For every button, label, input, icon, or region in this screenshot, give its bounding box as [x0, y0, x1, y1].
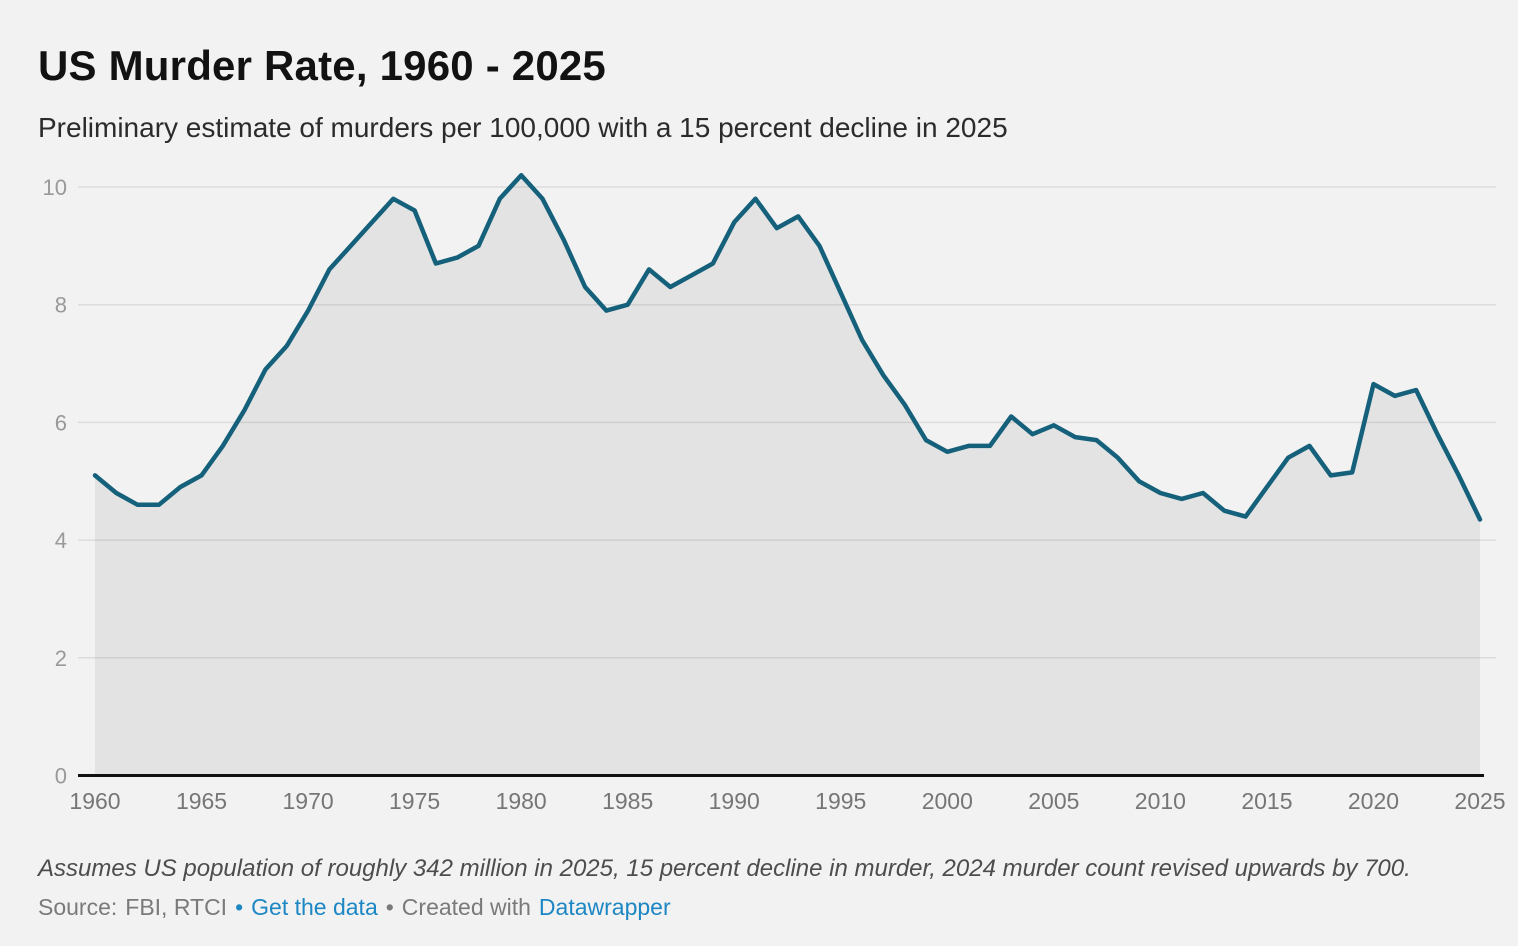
x-axis-tick-label: 1990 — [709, 788, 760, 814]
source-names: FBI, RTCI — [125, 894, 228, 920]
created-with-label: Created with — [401, 894, 531, 920]
murder-rate-line — [92, 172, 1483, 522]
x-axis-tick-label: 2015 — [1241, 788, 1292, 814]
x-axis-tick-label: 1980 — [496, 788, 547, 814]
chart-footnote: Assumes US population of roughly 342 mil… — [38, 855, 1411, 882]
x-axis-tick-label: 1970 — [282, 788, 333, 814]
x-axis-tick-label: 1985 — [602, 788, 653, 814]
x-axis-tick-label: 1960 — [69, 788, 120, 814]
y-axis-tick-label: 0 — [55, 764, 67, 789]
x-axis-tick-label: 1995 — [815, 788, 866, 814]
page-title: US Murder Rate, 1960 - 2025 — [38, 42, 606, 89]
datawrapper-link[interactable]: Datawrapper — [538, 894, 671, 920]
y-axis-tick-label: 10 — [43, 175, 67, 200]
murder-rate-area — [95, 175, 1480, 776]
x-axis-tick-label: 2025 — [1454, 788, 1505, 814]
y-axis-tick-label: 4 — [55, 528, 67, 553]
get-the-data-link[interactable]: Get the data — [251, 894, 378, 920]
bullet-separator: • — [385, 894, 394, 920]
x-axis-tick-label: 1975 — [389, 788, 440, 814]
x-axis-tick-label: 2000 — [922, 788, 973, 814]
source-label: Source: — [38, 894, 118, 920]
x-axis-tick-label: 2005 — [1028, 788, 1079, 814]
x-axis-tick-label: 1965 — [176, 788, 227, 814]
y-axis-tick-label: 8 — [55, 293, 67, 318]
x-axis-tick-label: 2010 — [1135, 788, 1186, 814]
y-axis-tick-label: 6 — [55, 410, 67, 435]
page-subtitle: Preliminary estimate of murders per 100,… — [38, 112, 1008, 143]
bullet-separator: • — [235, 894, 244, 920]
source-line: Source: FBI, RTCI • Get the data • Creat… — [38, 894, 671, 921]
x-axis-tick-label: 2020 — [1348, 788, 1399, 814]
y-axis-tick-label: 2 — [55, 646, 67, 671]
